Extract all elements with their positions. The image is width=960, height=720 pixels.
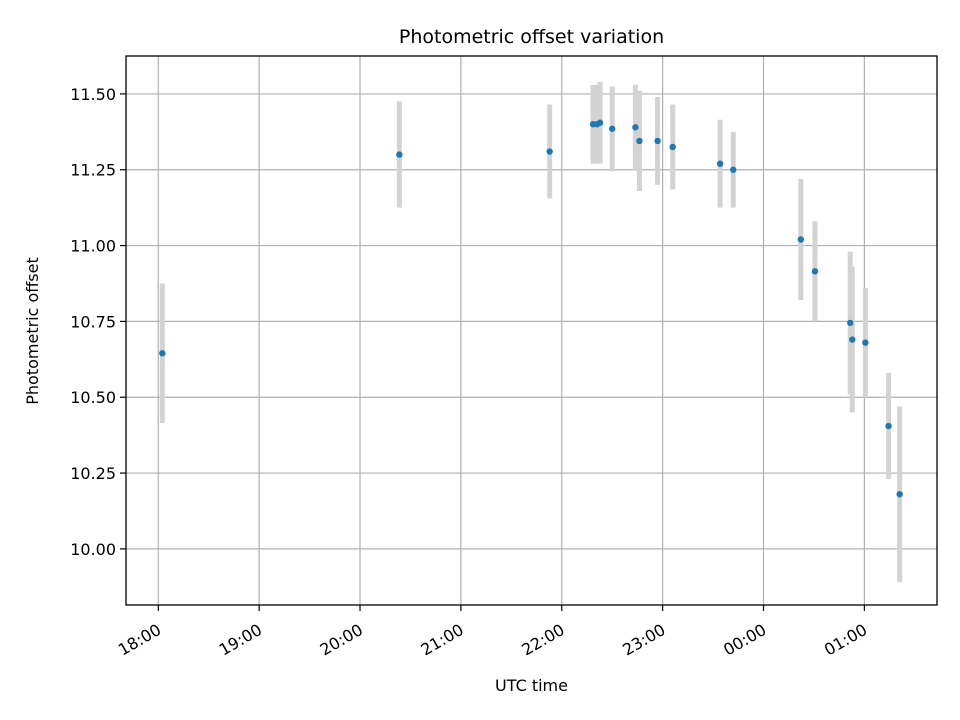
x-axis-label: UTC time — [495, 676, 568, 695]
y-tick-label: 10.50 — [70, 388, 116, 407]
data-point — [730, 166, 737, 173]
data-point — [159, 350, 166, 357]
y-axis-label: Photometric offset — [23, 257, 42, 405]
y-tick-label: 10.25 — [70, 464, 116, 483]
chart-title: Photometric offset variation — [399, 26, 664, 48]
data-point — [608, 125, 616, 132]
data-point — [546, 148, 553, 155]
y-tick-label: 10.00 — [70, 540, 116, 559]
data-point — [885, 422, 892, 430]
data-point — [669, 143, 676, 151]
data-point — [632, 124, 639, 131]
data-point — [654, 137, 661, 145]
data-point — [849, 336, 856, 343]
data-points — [159, 119, 903, 498]
data-point — [811, 268, 819, 275]
data-point — [636, 137, 643, 145]
y-tick-label: 11.25 — [70, 161, 116, 180]
data-point — [797, 236, 805, 243]
data-point — [396, 151, 403, 158]
data-point — [716, 160, 724, 167]
plot-frame — [125, 55, 938, 606]
y-tick-label: 11.00 — [70, 237, 116, 256]
data-point — [862, 339, 869, 346]
y-tick-label: 10.75 — [70, 312, 116, 331]
axis-ticks — [120, 93, 865, 611]
y-tick-label: 11.50 — [70, 85, 116, 104]
data-point — [896, 491, 903, 498]
data-point — [847, 319, 854, 327]
data-point — [596, 119, 604, 126]
